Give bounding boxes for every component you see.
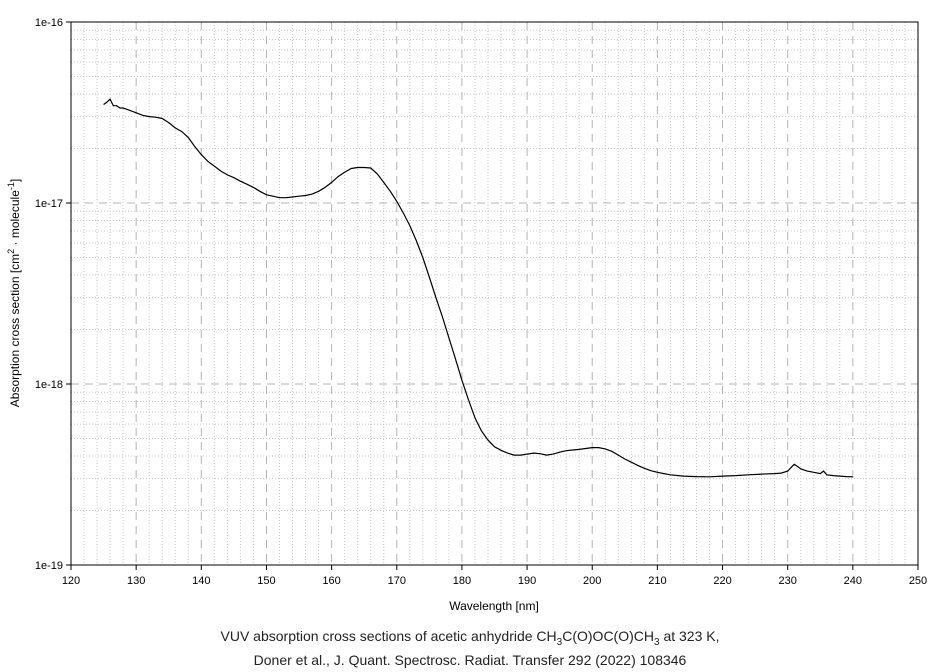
figure-caption-line-2: Doner et al., J. Quant. Spectrosc. Radia… xyxy=(253,652,687,668)
x-tick-label: 200 xyxy=(583,575,601,587)
x-tick-label: 150 xyxy=(257,575,275,587)
x-tick-label: 170 xyxy=(388,575,406,587)
chart: 120 130 140 150 160 170 180 190 200 210 220 230 240 2… xyxy=(6,17,927,613)
x-tick-label: 180 xyxy=(453,575,471,587)
y-tick-label: 1e-19 xyxy=(35,560,63,572)
y-axis-label: Absorption cross section [cm2 · molecule… xyxy=(6,179,22,407)
x-tick-label: 230 xyxy=(779,575,797,587)
x-tick-label: 210 xyxy=(648,575,666,587)
x-tick-label: 220 xyxy=(713,575,731,587)
plot-frame xyxy=(70,21,919,566)
x-axis-label: Wavelength [nm] xyxy=(449,599,539,613)
y-tick-label: 1e-17 xyxy=(35,198,63,210)
y-tick-label: 1e-16 xyxy=(35,17,63,29)
series-line xyxy=(103,98,853,478)
minor-grid xyxy=(71,22,918,565)
figure-caption-line-1: VUV absorption cross sections of acetic … xyxy=(220,628,720,648)
x-tick-label: 130 xyxy=(127,575,145,587)
x-axis-ticks: 120 130 140 150 160 170 180 190 200 210 220 230 240 2… xyxy=(62,565,927,587)
x-tick-label: 190 xyxy=(518,575,536,587)
major-grid xyxy=(71,22,918,565)
y-tick-label: 1e-18 xyxy=(35,379,63,391)
y-axis-ticks: 1e-19 1e-18 1e-17 1e-16 xyxy=(35,17,71,572)
x-tick-label: 250 xyxy=(909,575,927,587)
x-tick-label: 140 xyxy=(192,575,210,587)
x-tick-label: 160 xyxy=(322,575,340,587)
x-tick-label: 240 xyxy=(844,575,862,587)
x-tick-label: 120 xyxy=(62,575,80,587)
